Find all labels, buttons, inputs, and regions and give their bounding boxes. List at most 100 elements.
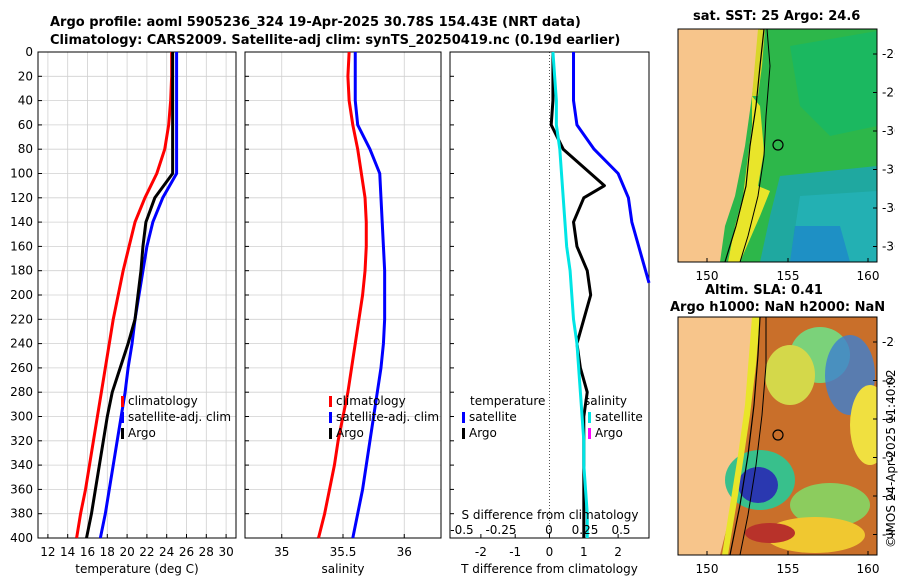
y-tick-label: 0 [25,45,33,59]
map-y-tick-label: -26 [882,335,895,349]
series-line-climatology [317,51,368,539]
legend-swatch [121,412,124,423]
x-tick-label: 26 [179,545,194,559]
y-tick-label: 80 [18,142,33,156]
argo-position-marker [772,429,784,441]
sst-map: 150 155 160 -26 -28 -30 -32 -34 -36 [677,28,895,283]
map-y-tick-label: -32 [882,163,895,177]
x-tick-label: 30 [218,545,233,559]
map-y-tick-label: -28 [882,86,895,100]
coastline [729,317,761,555]
series-line-argo [85,52,175,539]
legend-swatch [121,396,124,407]
x-tick-label: 24 [159,545,174,559]
legend-swatch [121,428,124,439]
x2-axis-label: S difference from climatology [462,508,639,522]
map-x-tick-label: 155 [777,269,800,283]
title-line-2: Climatology: CARS2009. Satellite-adj cli… [50,33,621,48]
y-tick-label: 400 [10,531,33,545]
x2-tick-label: 0.5 [611,523,630,537]
legend-swatch [462,412,465,423]
sst-map-title: sat. SST: 25 Argo: 24.6 [693,9,861,24]
y-tick-label: 140 [10,215,33,229]
y-tick-label: 320 [10,434,33,448]
y-tick-label: 280 [10,385,33,399]
x2-tick-label: -0.25 [485,523,516,537]
y-tick-label: 180 [10,264,33,278]
legend-label: satellite-adj. clim [336,410,439,424]
series-line-t-satellite [572,52,651,284]
y-tick-label: 380 [10,507,33,521]
legend-swatch [588,428,591,439]
legend-label: Argo [336,426,364,440]
legend-label: satellite-adj. clim [128,410,231,424]
x-axis-label: T difference from climatology [460,562,638,576]
credit-text: ©IMOS 24-Apr-2025 11:40:02 [884,369,898,548]
legend-title-temperature: temperature [470,394,545,408]
x-tick-label: 28 [199,545,214,559]
x-tick-label: -2 [475,545,487,559]
y-tick-label: 200 [10,288,33,302]
x2-tick-label: 0 [545,523,553,537]
x-tick-label: 0 [546,545,554,559]
map-y-tick-label: -36 [882,528,895,542]
x-tick-label: 12 [40,545,55,559]
legend-label: Argo [595,426,623,440]
y-tick-label: 240 [10,337,33,351]
map-y-tick-label: -30 [882,412,895,426]
y-tick-label: 40 [18,94,33,108]
x-tick-label: 35.5 [330,545,357,559]
y-tick-label: 220 [10,312,33,326]
x-tick-label: 36 [397,545,412,559]
x-axis-label: temperature (deg C) [75,562,198,576]
map-x-tick-label: 160 [857,562,880,575]
y-tick-label: 340 [10,458,33,472]
legend-label: climatology [128,394,198,408]
x-tick-label: 1 [580,545,588,559]
series-line-s-satellite [551,51,589,538]
isobath [739,29,771,262]
x-tick-label: 14 [60,545,75,559]
coastline [724,29,765,262]
legend-label: Argo [128,426,156,440]
map-y-tick-label: -34 [882,489,895,503]
series-line-climatology [75,52,174,539]
legend-swatch [588,412,591,423]
map-x-tick-label: 160 [857,269,880,283]
legend-swatch [329,396,332,407]
legend-swatch [329,412,332,423]
x-tick-label: 16 [80,545,95,559]
map-y-tick-label: -30 [882,124,895,138]
legend-label: climatology [336,394,406,408]
y-tick-label: 60 [18,118,33,132]
y-tick-label: 160 [10,239,33,253]
sla-map: 150 155 160 -26 -28 -30 -32 -34 -36 [677,316,895,575]
legend-title-salinity: salinity [584,394,627,408]
map-x-tick-label: 150 [696,269,719,283]
legend-swatch [462,428,465,439]
isobath [739,317,767,555]
legend-label: satellite [595,410,643,424]
map-y-tick-label: -26 [882,47,895,61]
y-tick-label: 120 [10,191,33,205]
y-tick-label: 100 [10,167,33,181]
x-tick-label: 22 [139,545,154,559]
difference-chart: -2 -1 0 1 2 T difference from climatology temp… [449,51,651,576]
x-axis-label: salinity [321,562,364,576]
salinity-chart: 35 35.5 36 salinity climatology satellite-adj… [244,51,442,576]
series-line-satellite-adj-clim [351,52,387,539]
map-y-tick-label: -36 [882,240,895,254]
legend-label: Argo [469,426,497,440]
map-y-tick-label: -32 [882,451,895,465]
x2-tick-label: -0.5 [450,523,473,537]
y-tick-label: 20 [18,69,33,83]
temperature-chart: 12 14 16 18 20 22 24 26 28 3002040608010012014016… [10,45,237,576]
map-y-tick-label: -34 [882,201,895,215]
legend-label: satellite [469,410,517,424]
map-y-tick-label: -28 [882,374,895,388]
y-tick-label: 300 [10,410,33,424]
map-x-tick-label: 155 [777,562,800,575]
sla-map-title-1: Altim. SLA: 0.41 [705,283,823,298]
x2-tick-label: 0.25 [572,523,599,537]
x-tick-label: 20 [119,545,134,559]
